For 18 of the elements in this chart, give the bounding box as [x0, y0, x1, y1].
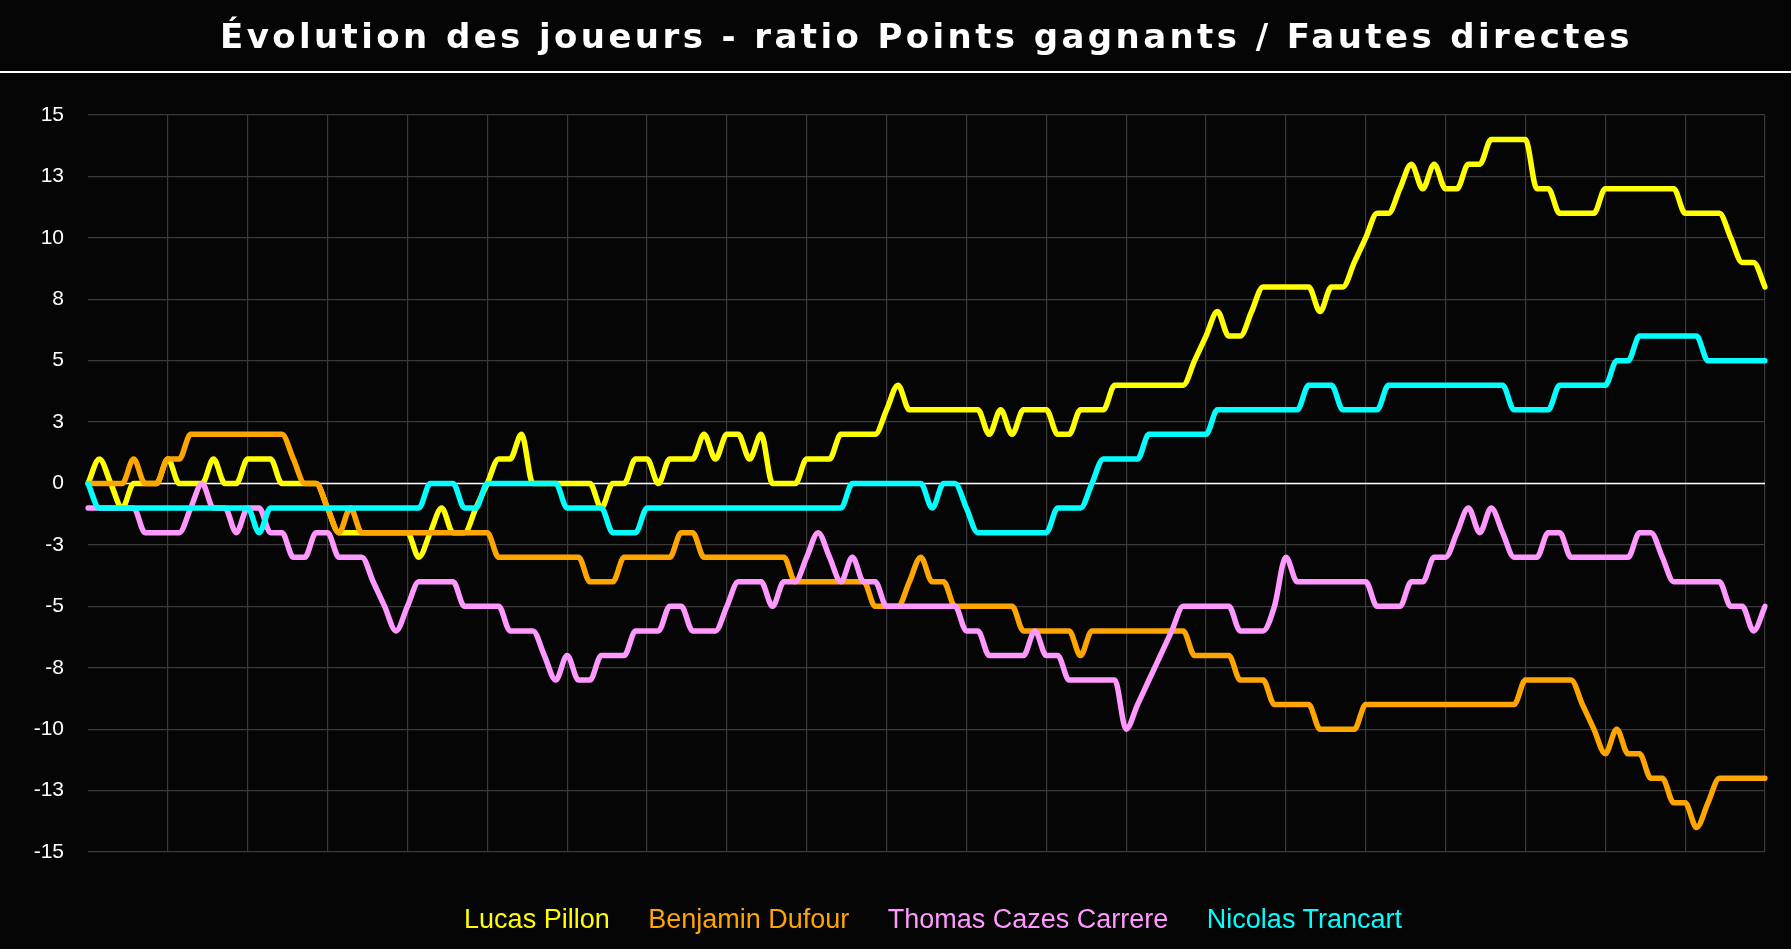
- y-tick-label: 0: [52, 470, 64, 494]
- text: Thomas Cazes Carrere: [887, 903, 1169, 934]
- y-tick-label: 5: [52, 347, 64, 371]
- y-tick-label: 10: [40, 224, 64, 248]
- chart-title: Évolution des joueurs - ratio Points gagnants / Fautes directes: [0, 0, 1791, 73]
- y-tick-label: -8: [45, 654, 64, 678]
- y-tick-label: 3: [52, 408, 64, 432]
- text: Lucas Pillon: [464, 903, 610, 934]
- y-tick-label: -13: [33, 777, 64, 801]
- y-tick-label: -15: [33, 838, 64, 862]
- text: Nicolas Trancart: [1206, 903, 1403, 934]
- y-tick-label: 8: [52, 286, 64, 310]
- text: Benjamin Dufour: [648, 903, 850, 934]
- y-tick-label: -10: [33, 715, 64, 739]
- y-tick-label: 15: [40, 101, 64, 125]
- y-tick-label: -3: [45, 531, 64, 555]
- y-tick-label: 13: [40, 163, 64, 187]
- y-tick-label: -5: [45, 593, 64, 617]
